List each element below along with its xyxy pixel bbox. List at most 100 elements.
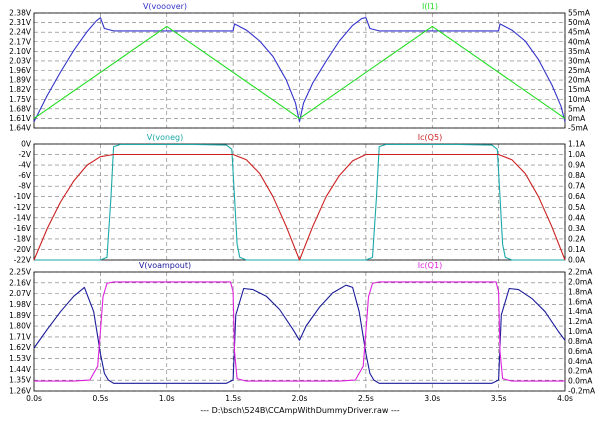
plot-frame bbox=[33, 12, 566, 129]
left-tick-label: 1.64V bbox=[9, 124, 32, 133]
left-tick-label: 1.44V bbox=[9, 365, 32, 374]
left-tick-label: 1.82V bbox=[9, 85, 32, 94]
right-tick-label: 35mA bbox=[568, 47, 591, 56]
trace-voampout bbox=[33, 284, 566, 384]
left-tick-label: 2.24V bbox=[9, 28, 32, 37]
right-tick-label: 2.0mA bbox=[568, 277, 593, 286]
right-tick-label: 0.2A bbox=[568, 234, 586, 243]
x-tick-label: 1.5s bbox=[225, 394, 241, 403]
right-tick-label: 1.1A bbox=[568, 140, 586, 149]
left-tick-label: 1.75V bbox=[9, 95, 32, 104]
right-tick-label: 0.6A bbox=[568, 192, 586, 201]
left-tick-label: 2.31V bbox=[9, 18, 32, 27]
raw-file-footer: --- D:\bsch\524B\CCAmpWithDummyDriver.ra… bbox=[200, 406, 399, 415]
trace-label-vooover: V(vooover) bbox=[143, 2, 187, 11]
left-tick-label: -16V bbox=[14, 224, 32, 233]
right-tick-label: 0.7A bbox=[568, 182, 586, 191]
right-tick-label: 50mA bbox=[568, 18, 591, 27]
right-tick-label: -5mA bbox=[568, 124, 589, 133]
left-tick-label: 2.03V bbox=[9, 56, 32, 65]
plot-frame bbox=[33, 271, 566, 392]
right-tick-label: 40mA bbox=[568, 37, 591, 46]
right-tick-label: 1.0A bbox=[568, 150, 586, 159]
right-tick-label: 20mA bbox=[568, 76, 591, 85]
left-tick-label: 1.68V bbox=[9, 104, 32, 113]
right-tick-label: 0.0A bbox=[568, 256, 586, 265]
trace-label-voneg: V(voneg) bbox=[147, 133, 183, 142]
left-tick-label: 1.35V bbox=[9, 376, 32, 385]
right-tick-label: 25mA bbox=[568, 66, 591, 75]
left-tick-label: -8V bbox=[18, 182, 31, 191]
left-tick-label: 1.61V bbox=[9, 114, 32, 123]
trace-ic_q1 bbox=[34, 281, 565, 382]
trace-ic_q5 bbox=[33, 153, 566, 261]
left-tick-label: -12V bbox=[14, 203, 32, 212]
right-tick-label: 30mA bbox=[568, 56, 591, 65]
left-tick-label: 1.53V bbox=[9, 354, 32, 363]
left-tick-label: 2.10V bbox=[9, 47, 32, 56]
right-tick-label: 0.8mA bbox=[568, 337, 593, 346]
trace-label-ic_q5: Ic(Q5) bbox=[418, 133, 442, 142]
right-tick-label: 15mA bbox=[568, 85, 591, 94]
left-tick-label: -6V bbox=[18, 171, 31, 180]
trace-label-ic_q1: Ic(Q1) bbox=[418, 261, 442, 270]
x-tick-label: 4.0s bbox=[557, 394, 573, 403]
left-tick-label: -4V bbox=[18, 161, 31, 170]
right-tick-label: 0.2mA bbox=[568, 367, 593, 376]
left-tick-label: 1.89V bbox=[9, 76, 32, 85]
right-tick-label: 1.4mA bbox=[568, 307, 593, 316]
right-tick-label: 2.2mA bbox=[568, 268, 593, 277]
x-tick-label: 0.5s bbox=[92, 394, 108, 403]
x-tick-label: 0.0s bbox=[26, 394, 42, 403]
left-tick-label: 2.17V bbox=[9, 37, 32, 46]
left-tick-label: -10V bbox=[14, 192, 32, 201]
right-tick-label: 55mA bbox=[568, 9, 591, 18]
right-tick-label: 0.1A bbox=[568, 245, 586, 254]
x-tick-label: 1.0s bbox=[159, 394, 175, 403]
left-tick-label: 2.25V bbox=[9, 268, 32, 277]
left-tick-label: 2.16V bbox=[9, 278, 32, 287]
right-tick-label: 5mA bbox=[568, 104, 586, 113]
trace-label-voampout: V(voampout) bbox=[139, 261, 191, 270]
right-tick-label: 1.6mA bbox=[568, 297, 593, 306]
left-tick-label: 0V bbox=[21, 140, 32, 149]
right-tick-label: 0.0mA bbox=[568, 377, 593, 386]
plot-pane-2: 0V-2V -4V-6V -8V-10V -12V-14V -16V-18V -20V -2… bbox=[14, 133, 586, 265]
trace-i1 bbox=[33, 25, 566, 119]
left-tick-label: 2.07V bbox=[9, 289, 32, 298]
right-tick-label: 1.0mA bbox=[568, 327, 593, 336]
left-tick-label: 1.26V bbox=[9, 387, 32, 396]
right-tick-label: -0.2mA bbox=[568, 387, 596, 396]
left-tick-label: 1.71V bbox=[9, 332, 32, 341]
right-tick-label: 0.6mA bbox=[568, 347, 593, 356]
x-tick-label: 3.0s bbox=[424, 394, 440, 403]
time-axis: 0.0s 0.5s 1.0s 1.5s 2.0s 2.5s 3.0s 3.5s 4.0s bbox=[26, 394, 573, 403]
left-tick-label: 1.89V bbox=[9, 311, 32, 320]
right-tick-label: 10mA bbox=[568, 95, 591, 104]
right-tick-label: 0.5A bbox=[568, 203, 586, 212]
right-tick-label: 0.4A bbox=[568, 213, 586, 222]
plot-panes: 2.38V2.31V2.24V2.17V2.10V2.03V1.96V1.89V… bbox=[9, 2, 596, 396]
x-tick-label: 2.5s bbox=[358, 394, 374, 403]
right-tick-label: 45mA bbox=[568, 28, 591, 37]
left-tick-label: -18V bbox=[14, 234, 32, 243]
right-tick-label: 0.3A bbox=[568, 224, 586, 233]
x-tick-label: 3.5s bbox=[491, 394, 507, 403]
left-tick-label: -20V bbox=[14, 245, 32, 254]
left-tick-label: 2.38V bbox=[9, 9, 32, 18]
left-tick-label: 1.98V bbox=[9, 300, 32, 309]
left-tick-label: 1.80V bbox=[9, 322, 32, 331]
left-tick-label: -14V bbox=[14, 213, 32, 222]
left-tick-label: 1.96V bbox=[9, 66, 32, 75]
plot-pane-1: 2.38V2.31V2.24V2.17V2.10V2.03V1.96V1.89V… bbox=[9, 2, 591, 133]
right-tick-label: 0.9A bbox=[568, 161, 586, 170]
right-tick-label: 0.8A bbox=[568, 171, 586, 180]
trace-label-i1: I(I1) bbox=[422, 2, 438, 11]
left-tick-label: -2V bbox=[18, 150, 31, 159]
right-tick-label: 1.8mA bbox=[568, 287, 593, 296]
right-tick-label: 1.2mA bbox=[568, 317, 593, 326]
left-tick-label: 1.62V bbox=[9, 343, 32, 352]
x-tick-label: 2.0s bbox=[292, 394, 308, 403]
